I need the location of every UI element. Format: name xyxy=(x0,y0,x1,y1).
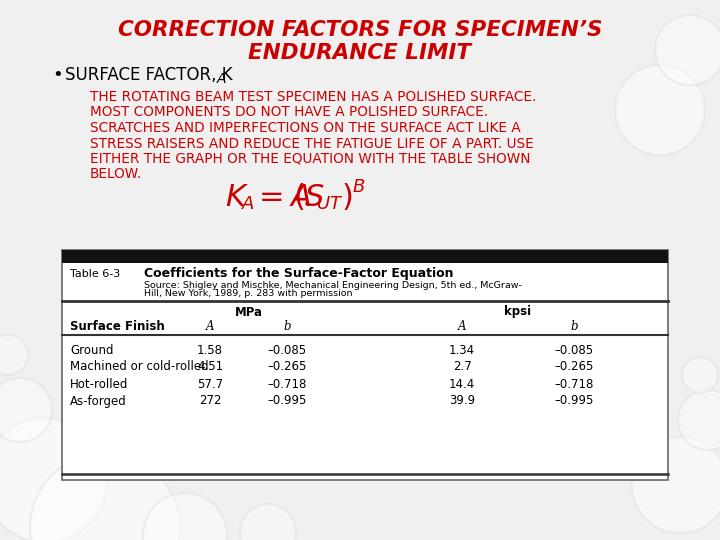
Text: –0.085: –0.085 xyxy=(267,343,307,356)
Text: SURFACE FACTOR, K: SURFACE FACTOR, K xyxy=(65,66,233,84)
Text: $\mathit{A}$: $\mathit{A}$ xyxy=(241,195,255,213)
Text: –0.995: –0.995 xyxy=(267,395,307,408)
Text: 1.58: 1.58 xyxy=(197,343,223,356)
Text: $\mathit{UT}$: $\mathit{UT}$ xyxy=(316,195,343,213)
Text: 4.51: 4.51 xyxy=(197,361,223,374)
Text: kpsi: kpsi xyxy=(505,306,531,319)
Text: EITHER THE GRAPH OR THE EQUATION WITH THE TABLE SHOWN: EITHER THE GRAPH OR THE EQUATION WITH TH… xyxy=(90,152,531,166)
Text: BELOW.: BELOW. xyxy=(90,167,142,181)
Text: 272: 272 xyxy=(199,395,221,408)
Circle shape xyxy=(0,378,52,442)
Circle shape xyxy=(30,453,180,540)
Text: STRESS RAISERS AND REDUCE THE FATIGUE LIFE OF A PART. USE: STRESS RAISERS AND REDUCE THE FATIGUE LI… xyxy=(90,137,534,151)
Text: $\mathit{B}$: $\mathit{B}$ xyxy=(352,178,365,196)
Text: 1.34: 1.34 xyxy=(449,343,475,356)
Text: –0.995: –0.995 xyxy=(554,395,594,408)
Text: –0.265: –0.265 xyxy=(267,361,307,374)
Circle shape xyxy=(615,65,705,155)
Text: Hill, New York, 1989, p. 283 with permission: Hill, New York, 1989, p. 283 with permis… xyxy=(144,289,353,299)
Text: –0.718: –0.718 xyxy=(267,377,307,390)
Text: $\mathit{K}$: $\mathit{K}$ xyxy=(225,183,249,212)
Text: Machined or cold-rolled: Machined or cold-rolled xyxy=(70,361,209,374)
Text: 14.4: 14.4 xyxy=(449,377,475,390)
Text: 2.7: 2.7 xyxy=(453,361,472,374)
Text: SCRATCHES AND IMPERFECTIONS ON THE SURFACE ACT LIKE A: SCRATCHES AND IMPERFECTIONS ON THE SURFA… xyxy=(90,121,521,135)
Circle shape xyxy=(678,390,720,450)
Text: ENDURANCE LIMIT: ENDURANCE LIMIT xyxy=(248,43,472,63)
Text: CORRECTION FACTORS FOR SPECIMEN’S: CORRECTION FACTORS FOR SPECIMEN’S xyxy=(118,20,602,40)
Text: MPa: MPa xyxy=(235,306,263,319)
Circle shape xyxy=(143,493,227,540)
Text: $)$: $)$ xyxy=(341,181,352,213)
Text: $=\mathit{A}$: $=\mathit{A}$ xyxy=(253,183,311,212)
Text: Surface Finish: Surface Finish xyxy=(70,320,165,333)
Text: b: b xyxy=(570,320,577,333)
Circle shape xyxy=(632,437,720,533)
Text: A: A xyxy=(217,72,227,86)
Text: A: A xyxy=(458,320,467,333)
Bar xyxy=(62,250,668,480)
Text: 39.9: 39.9 xyxy=(449,395,475,408)
Circle shape xyxy=(655,15,720,85)
Text: THE ROTATING BEAM TEST SPECIMEN HAS A POLISHED SURFACE.: THE ROTATING BEAM TEST SPECIMEN HAS A PO… xyxy=(90,90,536,104)
Text: b: b xyxy=(283,320,291,333)
Circle shape xyxy=(682,357,718,393)
Text: –0.265: –0.265 xyxy=(554,361,594,374)
Text: Ground: Ground xyxy=(70,343,114,356)
Circle shape xyxy=(240,504,296,540)
Text: Hot-rolled: Hot-rolled xyxy=(70,377,128,390)
Text: $(\mathit{S}$: $(\mathit{S}$ xyxy=(293,181,325,213)
Text: A: A xyxy=(206,320,215,333)
Text: –0.085: –0.085 xyxy=(554,343,593,356)
Circle shape xyxy=(0,418,107,540)
Text: Table 6-3: Table 6-3 xyxy=(70,269,120,279)
Text: MOST COMPONENTS DO NOT HAVE A POLISHED SURFACE.: MOST COMPONENTS DO NOT HAVE A POLISHED S… xyxy=(90,105,488,119)
Text: Coefficients for the Surface-Factor Equation: Coefficients for the Surface-Factor Equa… xyxy=(144,267,454,280)
Text: Source: Shigley and Mischke, Mechanical Engineering Design, 5th ed., McGraw-: Source: Shigley and Mischke, Mechanical … xyxy=(144,280,522,289)
Text: •: • xyxy=(52,66,63,84)
Text: As-forged: As-forged xyxy=(70,395,127,408)
Bar xyxy=(62,250,668,263)
Text: –0.718: –0.718 xyxy=(554,377,594,390)
Circle shape xyxy=(0,335,28,375)
Text: 57.7: 57.7 xyxy=(197,377,223,390)
